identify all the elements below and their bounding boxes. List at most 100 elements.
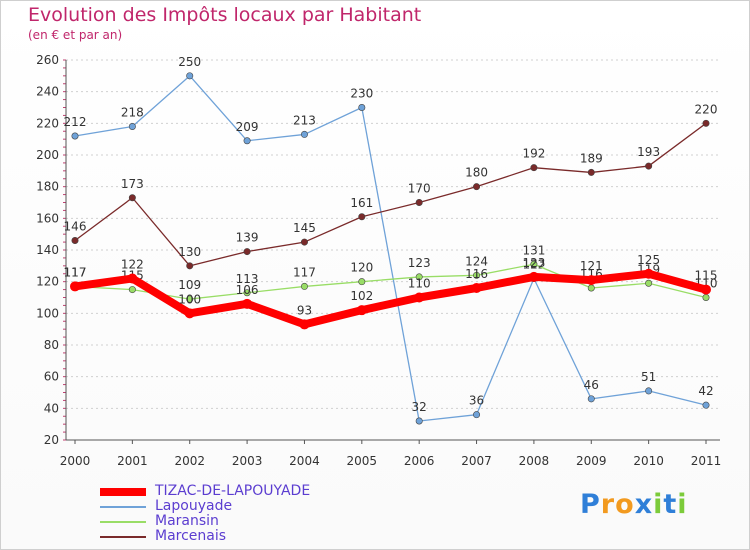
data-point <box>701 284 711 295</box>
data-label: 123 <box>522 256 545 270</box>
data-point <box>300 282 308 290</box>
x-tick-label: 2005 <box>347 454 378 468</box>
y-tick-label: 200 <box>36 148 59 162</box>
data-label: 213 <box>293 113 316 127</box>
data-point <box>586 275 597 286</box>
y-tick-label: 160 <box>36 211 59 225</box>
data-label: 250 <box>178 55 201 69</box>
legend-swatch-lapouyade <box>100 506 146 508</box>
data-point <box>71 132 79 140</box>
x-tick-label: 2008 <box>519 454 550 468</box>
legend-label-tizac: TIZAC-DE-LAPOUYADE <box>155 483 311 499</box>
data-point <box>473 411 481 419</box>
data-label: 230 <box>350 87 373 101</box>
data-label: 32 <box>412 400 427 414</box>
data-label: 123 <box>408 256 431 270</box>
data-point <box>702 293 710 301</box>
logo-letter: r <box>600 489 616 520</box>
data-label: 124 <box>465 254 488 268</box>
data-label: 110 <box>408 277 431 291</box>
y-tick-label: 240 <box>36 85 59 99</box>
x-tick-label: 2004 <box>289 454 320 468</box>
data-point <box>645 279 653 287</box>
data-label: 220 <box>695 102 718 116</box>
series-line-2 <box>74 263 707 300</box>
x-tick-label: 2011 <box>691 454 722 468</box>
data-point <box>127 273 138 284</box>
data-label: 36 <box>469 394 484 408</box>
data-label: 100 <box>178 292 201 306</box>
data-point <box>300 130 308 138</box>
logo-letter: i <box>653 489 664 520</box>
logo-letter: P <box>580 489 601 520</box>
data-label: 116 <box>465 267 488 281</box>
data-point <box>128 286 136 294</box>
data-point <box>358 213 366 221</box>
data-point <box>356 305 367 316</box>
data-label: 42 <box>698 384 713 398</box>
data-point <box>71 237 79 245</box>
x-tick-label: 2003 <box>232 454 263 468</box>
y-tick-label: 100 <box>36 306 59 320</box>
data-label: 146 <box>64 220 87 234</box>
data-label: 218 <box>121 106 144 120</box>
data-label: 120 <box>350 261 373 275</box>
data-label: 113 <box>236 272 259 286</box>
data-point <box>587 168 595 176</box>
data-label: 173 <box>121 177 144 191</box>
data-point <box>645 387 653 395</box>
data-point <box>645 162 653 170</box>
x-tick-label: 2000 <box>60 454 91 468</box>
data-label: 115 <box>695 269 718 283</box>
x-tick-label: 2007 <box>461 454 492 468</box>
legend-swatch-tizac <box>100 488 146 496</box>
data-point <box>587 395 595 403</box>
y-tick-label: 20 <box>44 433 59 447</box>
logo-letter: o <box>615 489 635 520</box>
legend-swatch-marcenais <box>100 536 146 538</box>
legend-label-maransin: Maransin <box>155 513 219 529</box>
data-label: 189 <box>580 151 603 165</box>
data-label: 131 <box>522 243 545 257</box>
data-label: 117 <box>293 265 316 279</box>
chart-title: Evolution des Impôts locaux par Habitant <box>28 4 422 26</box>
y-tick-label: 80 <box>44 338 59 352</box>
data-point <box>358 278 366 286</box>
data-point <box>70 281 80 292</box>
y-tick-label: 40 <box>44 401 59 415</box>
data-point <box>473 183 481 191</box>
data-label: 209 <box>236 120 259 134</box>
data-label: 180 <box>465 166 488 180</box>
data-point <box>300 238 308 246</box>
data-point <box>243 289 251 297</box>
data-point <box>530 164 538 172</box>
data-label: 212 <box>64 115 87 129</box>
series-line-0 <box>71 269 710 329</box>
data-label: 122 <box>121 258 144 272</box>
data-label: 46 <box>584 378 599 392</box>
data-point <box>471 283 482 293</box>
x-tick-label: 2002 <box>174 454 205 468</box>
data-label: 117 <box>64 265 87 279</box>
data-label: 121 <box>580 259 603 273</box>
y-tick-label: 220 <box>36 116 59 130</box>
data-label: 145 <box>293 221 316 235</box>
data-label: 193 <box>637 145 660 159</box>
data-point <box>186 262 194 270</box>
data-point <box>186 295 194 303</box>
data-label: 130 <box>178 245 201 259</box>
x-tick-label: 2010 <box>633 454 664 468</box>
y-tick-label: 60 <box>44 370 59 384</box>
x-tick-label: 2009 <box>576 454 607 468</box>
data-point <box>243 137 251 145</box>
data-point <box>528 271 539 282</box>
data-label: 106 <box>236 283 259 297</box>
data-label: 109 <box>178 278 201 292</box>
series-line-3 <box>74 122 707 267</box>
data-label: 125 <box>637 253 660 267</box>
data-point <box>702 401 710 409</box>
data-point <box>243 248 251 256</box>
data-point <box>128 123 136 131</box>
proxiti-logo: Proxiti <box>580 489 688 520</box>
y-tick-label: 120 <box>36 275 59 289</box>
